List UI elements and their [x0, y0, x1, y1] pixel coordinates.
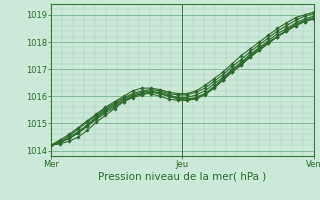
X-axis label: Pression niveau de la mer( hPa ): Pression niveau de la mer( hPa ): [98, 172, 267, 182]
